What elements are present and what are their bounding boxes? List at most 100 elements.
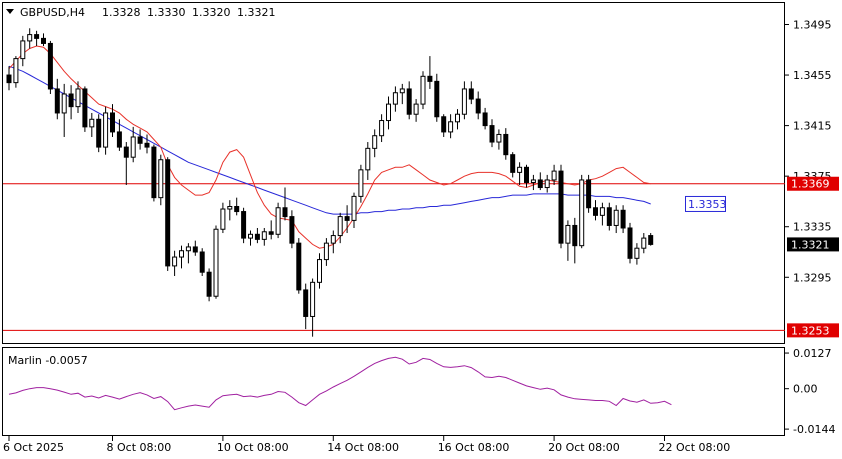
candle-body: [275, 207, 281, 235]
candle-body: [330, 235, 336, 244]
ma-slow-line: [8, 65, 651, 215]
candle: [68, 85, 74, 120]
candle-body: [565, 224, 571, 244]
candle-body: [47, 42, 53, 90]
candle-body: [13, 58, 19, 84]
candle-body: [641, 237, 647, 249]
candle: [110, 104, 115, 137]
candle: [517, 162, 523, 186]
horizontal-lines[interactable]: [3, 183, 785, 331]
candle: [372, 129, 378, 158]
candle: [296, 238, 302, 294]
candle-body: [323, 242, 329, 261]
indicator-axis: 0.0127 0.00 -0.0144: [785, 347, 835, 436]
time-tick-label: 8 Oct 08:00: [107, 441, 172, 454]
candle-body: [572, 224, 578, 247]
candle: [399, 83, 405, 105]
candle: [268, 220, 274, 240]
candlesticks: [6, 28, 654, 337]
time-tick-label: 22 Oct 08:00: [659, 441, 731, 454]
candle: [144, 134, 150, 154]
candle-body: [137, 136, 143, 144]
candle: [75, 81, 81, 113]
candle: [455, 109, 460, 130]
ohlc-close: 1.3321: [237, 6, 276, 19]
candle-body: [261, 231, 267, 240]
candle: [537, 172, 543, 191]
candle-body: [392, 92, 398, 105]
candle-body: [282, 207, 288, 218]
candle: [317, 253, 322, 289]
candle: [89, 112, 95, 137]
candle: [365, 142, 371, 180]
indicator-tick-label: 0.0127: [793, 347, 832, 360]
candle-body: [475, 98, 481, 114]
ohlc-high: 1.3330: [147, 6, 186, 19]
hline-price-tag: [787, 323, 839, 338]
ohlc-low: 1.3320: [192, 6, 231, 19]
candle-body: [248, 233, 253, 239]
candle-body: [517, 166, 523, 173]
candle: [461, 81, 467, 120]
candle-body: [254, 233, 260, 240]
candle-body: [130, 136, 136, 158]
candle: [82, 86, 88, 132]
candle: [151, 144, 157, 202]
candle-body: [20, 40, 26, 60]
hline-price-label: 1.3253: [791, 324, 830, 337]
indicator-plot-frame: [2, 347, 785, 436]
candle: [565, 220, 571, 261]
candle: [137, 129, 143, 150]
candle-body: [461, 88, 467, 115]
candle-body: [144, 142, 150, 148]
candle: [165, 157, 171, 271]
candle-body: [372, 135, 378, 149]
candle: [227, 200, 233, 221]
dropdown-triangle-icon[interactable]: [6, 9, 14, 14]
candle: [34, 30, 40, 46]
candle: [261, 227, 267, 246]
candle: [524, 164, 529, 188]
candle: [47, 40, 53, 95]
candle-body: [530, 179, 536, 183]
price-tick-label: 1.3455: [793, 69, 832, 82]
candle-body: [524, 166, 529, 183]
candle: [482, 107, 488, 130]
candle: [599, 202, 605, 226]
candle-body: [358, 169, 364, 197]
current-price-label: 1.3321: [791, 238, 830, 251]
candle-body: [27, 34, 33, 42]
candle-body: [537, 179, 543, 189]
candle-body: [648, 235, 654, 245]
candle: [27, 28, 33, 49]
candle: [41, 33, 46, 46]
candle-body: [455, 113, 460, 123]
candle: [248, 230, 253, 246]
ma-slow-value-tag: [685, 195, 726, 212]
price-tick-label: 1.3495: [793, 18, 832, 31]
moving-averages: [8, 45, 651, 249]
candle: [206, 268, 212, 302]
candle-body: [227, 205, 233, 210]
candle-body: [503, 133, 509, 156]
candle-body: [586, 179, 592, 209]
candle-body: [234, 205, 240, 213]
candle-body: [399, 88, 405, 94]
oscillator-polyline: [8, 356, 672, 411]
candle-body: [434, 80, 440, 118]
indicator-tick-label: 0.00: [793, 383, 818, 396]
candle: [593, 200, 598, 221]
candle-body: [337, 216, 343, 237]
candle: [510, 152, 516, 178]
candle-body: [296, 242, 302, 291]
price-tick-label: 1.3295: [793, 271, 832, 284]
indicator-tick-label: -0.0144: [793, 423, 835, 436]
candle-body: [344, 216, 350, 221]
candle: [220, 202, 226, 234]
candle: [254, 227, 260, 244]
candle: [627, 222, 633, 264]
candle-body: [544, 179, 550, 189]
candle-body: [441, 116, 447, 133]
